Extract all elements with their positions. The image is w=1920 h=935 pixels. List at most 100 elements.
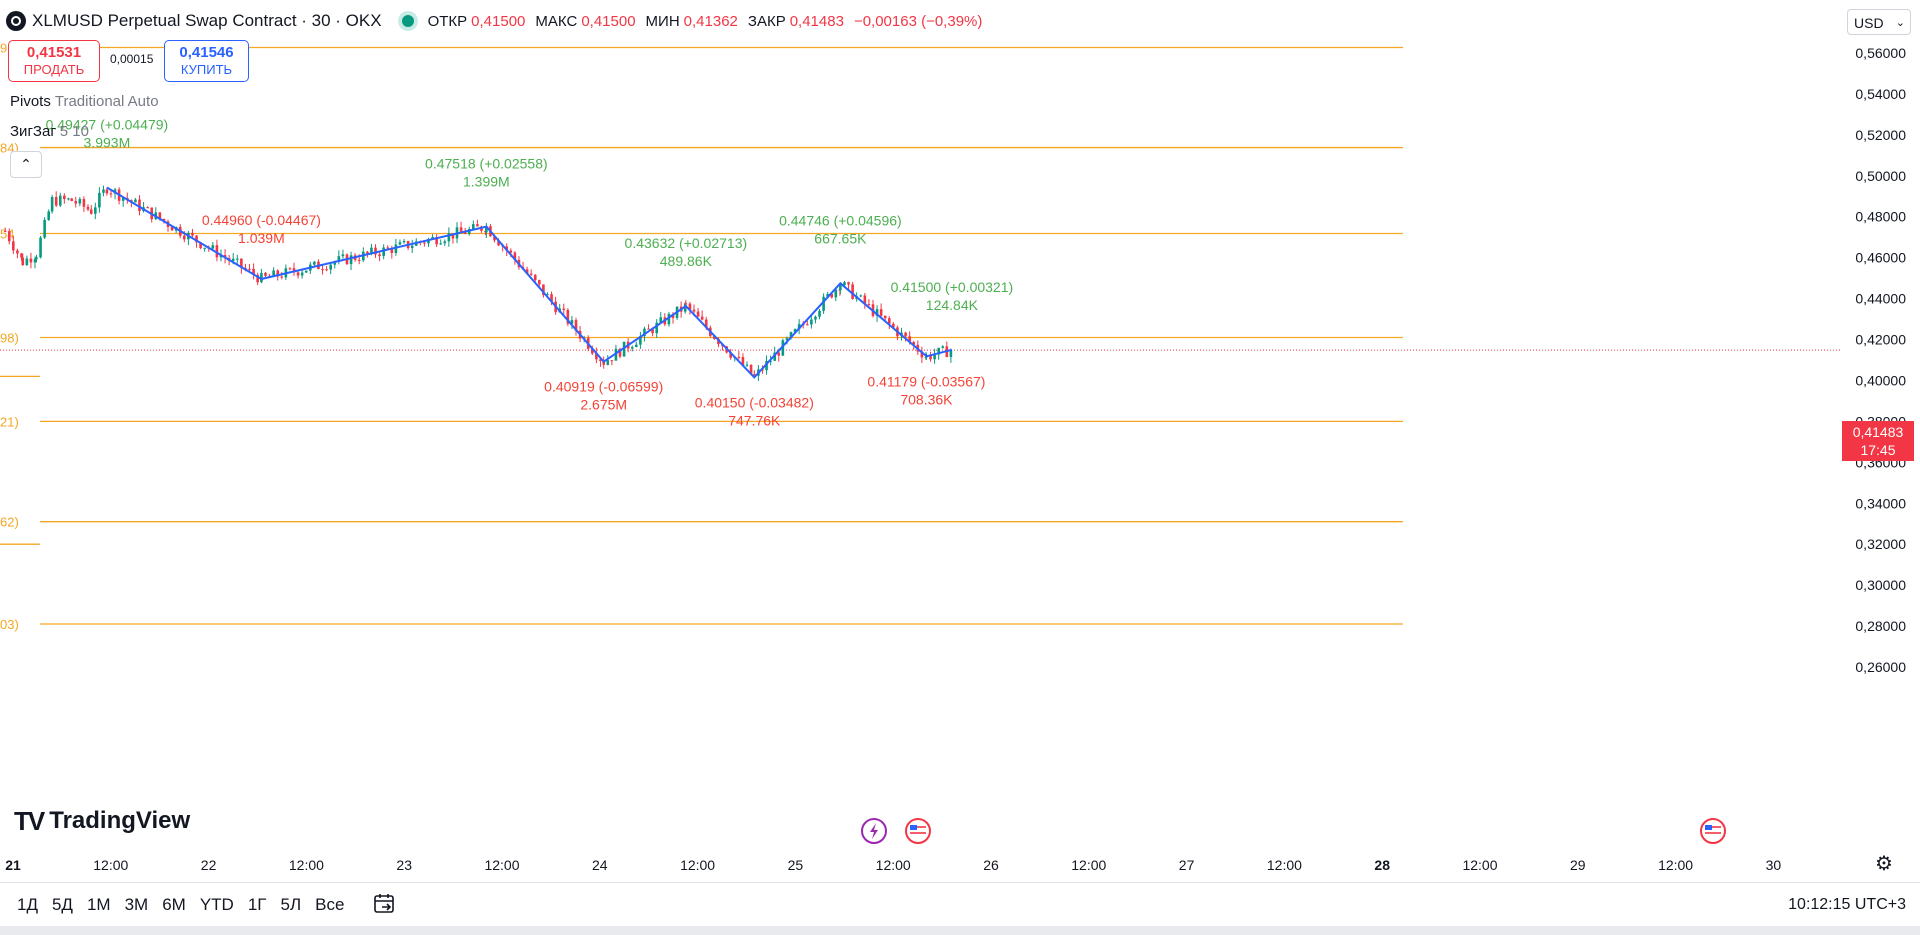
candle-body [753, 374, 756, 376]
candle-body [933, 354, 936, 360]
date-range-icon[interactable] [373, 893, 397, 915]
symbol-title[interactable]: XLMUSD Perpetual Swap Contract · 30 · OK… [32, 11, 382, 30]
page-scrollbar[interactable] [0, 926, 1920, 935]
candle-body [566, 309, 570, 324]
currency-select[interactable]: USD ⌄ [1847, 9, 1911, 35]
zigzag-volume: 747.76K [728, 412, 781, 428]
candle-body [789, 332, 793, 339]
candle-body [443, 241, 447, 244]
indicator-name: ЗигЗаг [10, 123, 56, 140]
candle-body [904, 332, 907, 337]
sell-label: ПРОДАТЬ [23, 62, 85, 77]
flag-canton [910, 825, 917, 830]
settings-icon[interactable]: ⚙ [1875, 853, 1893, 875]
range-button[interactable]: 1Д [17, 895, 38, 914]
candle-body [529, 273, 533, 275]
candle-body [839, 285, 842, 290]
range-button[interactable]: 1М [86, 895, 111, 914]
time-axis-label: 12:00 [1658, 857, 1693, 873]
collapse-legend-button[interactable]: ⌃ [10, 151, 42, 178]
candle-body [386, 247, 390, 249]
zigzag-label: 0.49427 (+0.04479) [46, 117, 169, 133]
candle-body [765, 360, 768, 371]
candle-body [58, 195, 62, 206]
candle-body [21, 257, 25, 266]
tradingview-logo[interactable]: TV TradingView [14, 806, 190, 836]
candle-body [191, 232, 194, 236]
high-value: 0,41500 [581, 12, 636, 30]
indicator-pivots[interactable]: Pivots Traditional Auto [10, 93, 159, 110]
zigzag-volume: 1.399M [463, 174, 510, 190]
sell-button[interactable]: 0,41531 ПРОДАТЬ [8, 40, 100, 82]
candle-body [50, 197, 54, 212]
candle-body [851, 284, 854, 299]
lightning-icon [870, 823, 878, 839]
clock[interactable]: 10:12:15 UTC+3 [1788, 896, 1906, 913]
candle-body [667, 313, 671, 325]
close-value: 0,41483 [789, 12, 844, 30]
candle-body [920, 351, 924, 358]
range-button[interactable]: YTD [199, 895, 234, 914]
candle-body [89, 209, 93, 214]
candle-body [797, 324, 801, 330]
candle-body [435, 237, 438, 245]
market-status-icon[interactable] [401, 15, 414, 27]
candle-body [264, 272, 267, 276]
candle-body [82, 199, 86, 207]
zigzag-label: 0.41179 (-0.03567) [867, 373, 985, 389]
range-button[interactable]: 3М [124, 895, 149, 914]
flag-canton [1705, 825, 1712, 830]
candle-body [493, 236, 496, 241]
zigzag-volume: 124.84K [926, 297, 979, 313]
time-axis-label: 24 [592, 857, 608, 873]
symbol-header: XLMUSD Perpetual Swap Contract · 30 · OK… [6, 8, 988, 34]
candle-body [349, 255, 353, 265]
candle-body [729, 352, 732, 358]
candle-body [574, 320, 578, 331]
price-axis-label: 0,28000 [1855, 618, 1906, 634]
range-button[interactable]: 6М [162, 895, 186, 914]
candle-body [908, 336, 911, 343]
candle-body [394, 244, 398, 254]
time-axis-label: 12:00 [93, 857, 128, 873]
time-axis-label: 22 [201, 857, 217, 873]
candle-body [280, 276, 284, 278]
candle-body [618, 348, 622, 357]
candle-body [476, 224, 479, 227]
candle-body [398, 242, 402, 245]
candle-body [863, 295, 867, 304]
candle-body [54, 197, 58, 206]
candle-body [843, 282, 846, 286]
ohlc-values: ОТКР 0,41500 МАКС 0,41500 МИН 0,41362 ЗАКР 0… [428, 13, 989, 30]
buy-button[interactable]: 0,41546 КУПИТЬ [164, 40, 249, 82]
candle-body [818, 310, 821, 317]
buy-price: 0,41546 [179, 44, 234, 61]
close-label: ЗАКР [747, 12, 786, 30]
candle-body [333, 261, 337, 265]
candle-body [814, 316, 817, 320]
candle-body [7, 231, 11, 242]
candle-body [887, 318, 891, 324]
range-button[interactable]: Все [315, 895, 345, 914]
indicator-zigzag[interactable]: ЗигЗаг 5 10 [10, 123, 89, 140]
time-axis-label: 29 [1570, 857, 1586, 873]
stellar-logo-icon [6, 11, 26, 31]
low-value: 0,41362 [683, 12, 738, 30]
price-axis-label: 0,44000 [1855, 291, 1906, 307]
range-button[interactable]: 5Л [280, 895, 302, 914]
candle-body [25, 258, 29, 266]
candle-body [33, 259, 37, 263]
range-button[interactable]: 5Д [51, 895, 73, 914]
open-label: ОТКР [427, 12, 468, 30]
candle-body [451, 233, 455, 239]
us-flag-event-icon[interactable] [1700, 818, 1726, 844]
us-flag-event-icon[interactable] [905, 818, 931, 844]
candle-body [35, 257, 38, 260]
zigzag-label: 0.47518 (+0.02558) [425, 156, 548, 172]
candle-body [203, 247, 206, 249]
candle-body [509, 250, 513, 253]
zigzag-label: 0.43632 (+0.02713) [625, 235, 748, 251]
range-button[interactable]: 1Г [247, 895, 267, 914]
candle-body [240, 258, 243, 268]
